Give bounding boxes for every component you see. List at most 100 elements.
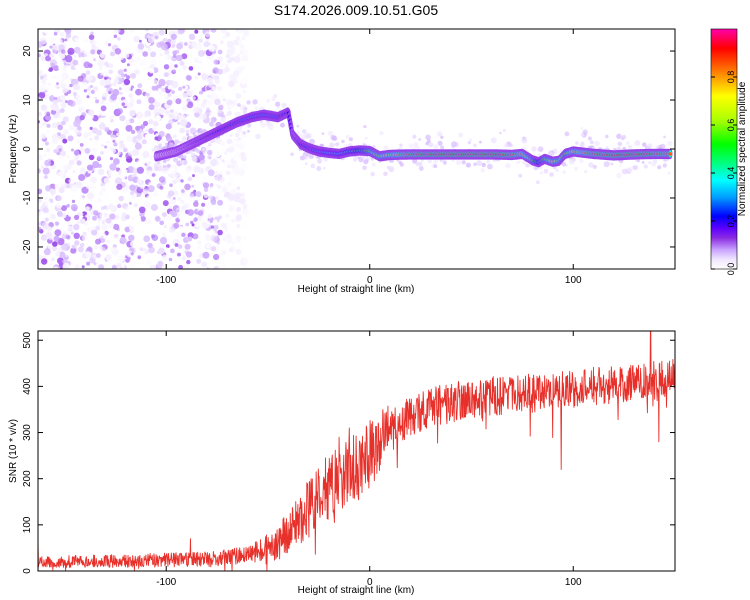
noise-speckle	[98, 122, 106, 130]
noise-speckle	[229, 34, 234, 39]
noise-speckle	[150, 59, 157, 66]
noise-speckle	[108, 90, 112, 95]
noise-speckle	[154, 101, 160, 108]
noise-speckle	[230, 254, 235, 260]
noise-speckle	[98, 264, 105, 269]
noise-speckle	[141, 250, 145, 255]
noise-speckle	[231, 188, 238, 195]
noise-speckle	[107, 110, 114, 117]
noise-speckle	[134, 56, 141, 63]
noise-speckle	[134, 142, 142, 150]
noise-speckle	[174, 243, 179, 247]
noise-speckle	[158, 60, 164, 66]
noise-speckle	[60, 95, 66, 101]
noise-speckle	[158, 247, 165, 255]
noise-speckle	[240, 222, 248, 231]
noise-speckle	[40, 133, 47, 140]
noise-speckle	[151, 85, 157, 91]
noise-speckle	[81, 195, 86, 199]
noise-speckle	[124, 53, 130, 58]
noise-speckle	[134, 216, 142, 224]
noise-speckle	[225, 213, 230, 219]
ridge-halo-speckle	[207, 142, 212, 147]
noise-speckle	[75, 94, 81, 100]
noise-speckle	[91, 229, 98, 236]
noise-speckle	[241, 54, 249, 62]
noise-speckle	[206, 220, 211, 225]
ridge-halo-speckle	[317, 158, 323, 164]
noise-speckle	[125, 75, 131, 80]
noise-speckle	[166, 99, 173, 106]
noise-speckle	[57, 247, 62, 253]
noise-speckle	[161, 92, 168, 99]
ridge-halo-speckle	[386, 165, 391, 170]
noise-speckle	[157, 88, 161, 92]
noise-speckle	[164, 56, 168, 61]
noise-speckle	[188, 195, 196, 202]
noise-speckle	[206, 244, 211, 249]
noise-speckle	[74, 214, 80, 220]
ridge-halo-speckle	[413, 142, 419, 147]
noise-speckle	[98, 231, 106, 239]
noise-speckle	[83, 89, 88, 93]
ridge-halo-speckle	[549, 172, 554, 177]
noise-speckle	[48, 194, 52, 198]
noise-speckle	[89, 39, 94, 44]
noise-speckle	[135, 111, 144, 119]
noise-speckle	[229, 180, 233, 184]
noise-speckle	[92, 215, 97, 221]
noise-speckle	[57, 257, 64, 265]
noise-speckle	[87, 109, 95, 116]
noise-speckle	[175, 177, 181, 183]
noise-speckle	[152, 191, 159, 197]
ridge-halo-speckle	[268, 124, 274, 131]
noise-speckle	[235, 214, 243, 221]
noise-speckle	[38, 53, 41, 58]
noise-speckle	[175, 207, 182, 214]
noise-speckle	[95, 129, 103, 136]
noise-speckle	[129, 109, 136, 117]
noise-speckle	[91, 226, 96, 231]
noise-speckle	[70, 65, 75, 70]
spectrogram-x-tick-label: -100	[156, 275, 176, 286]
noise-speckle	[66, 242, 71, 247]
noise-speckle	[221, 68, 228, 74]
ridge-halo-speckle	[657, 165, 662, 170]
noise-speckle	[215, 245, 221, 250]
ridge-halo-speckle	[531, 146, 537, 152]
ridge-halo-speckle	[418, 161, 423, 167]
noise-speckle	[64, 38, 68, 42]
colorbar-tick-label: 0.2	[726, 215, 736, 228]
colorbar-label: Normalized spectral amplitude	[737, 81, 748, 216]
noise-speckle	[224, 196, 228, 200]
noise-speckle	[101, 224, 108, 231]
noise-speckle	[236, 53, 240, 57]
noise-speckle	[61, 233, 69, 240]
noise-speckle	[216, 85, 223, 91]
noise-speckle	[231, 88, 237, 93]
noise-speckle	[86, 42, 91, 48]
noise-speckle	[239, 197, 246, 205]
noise-speckle	[171, 94, 175, 99]
ridge-halo-speckle	[275, 101, 281, 107]
noise-speckle	[62, 116, 69, 123]
noise-speckle	[73, 119, 81, 128]
noise-speckle	[129, 118, 135, 124]
noise-speckle	[216, 173, 221, 178]
noise-speckle	[71, 199, 76, 203]
noise-speckle	[70, 231, 74, 235]
noise-speckle	[221, 147, 227, 153]
noise-speckle	[139, 149, 144, 155]
ridge-core	[668, 152, 672, 156]
noise-speckle	[205, 202, 213, 209]
ridge-halo-speckle	[603, 161, 610, 168]
noise-speckle	[243, 208, 247, 212]
noise-speckle	[128, 150, 133, 156]
noise-speckle	[61, 224, 69, 231]
noise-speckle	[220, 222, 227, 229]
ridge-halo-speckle	[504, 143, 509, 148]
noise-speckle	[101, 247, 106, 252]
noise-speckle	[187, 209, 195, 216]
ridge-halo-speckle	[616, 172, 622, 179]
noise-speckle	[241, 163, 249, 171]
